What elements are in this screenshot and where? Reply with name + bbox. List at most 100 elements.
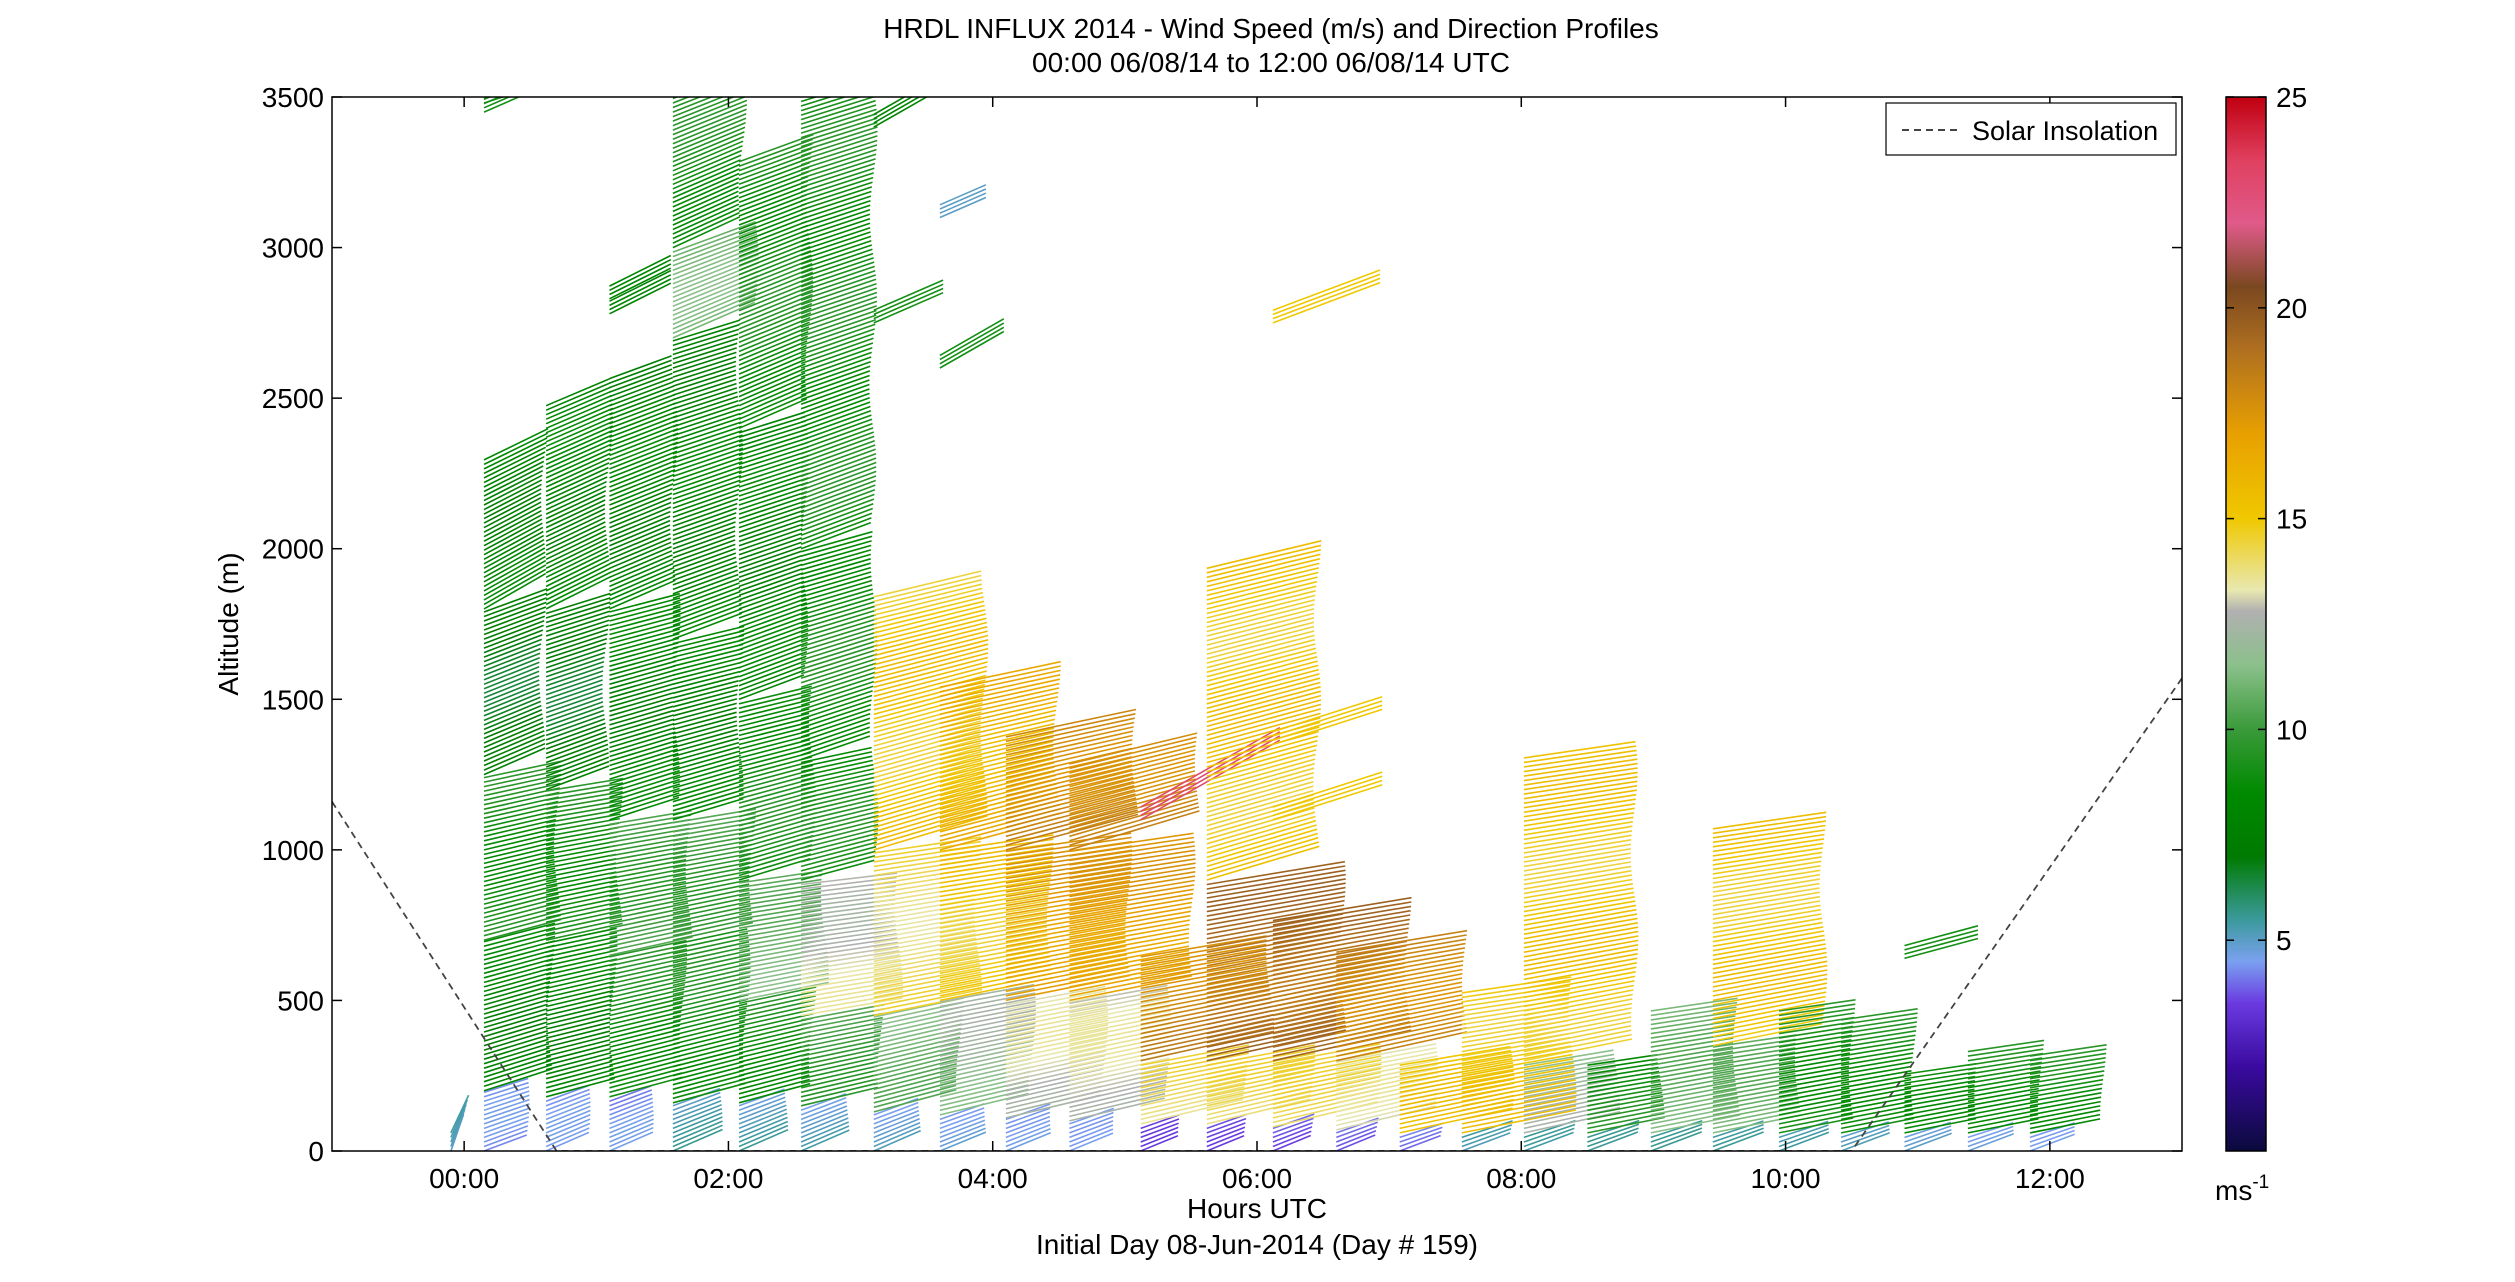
wind-barb	[1336, 1125, 1378, 1143]
wind-barb	[1712, 815, 1827, 835]
wind-barb	[1069, 1120, 1114, 1139]
wind-barb	[1005, 932, 1126, 957]
wind-barb	[483, 588, 548, 613]
wind-barb	[609, 1109, 654, 1130]
wind-barb	[873, 587, 983, 616]
wind-barb	[1523, 1061, 1616, 1080]
wind-barb	[1712, 1068, 1796, 1084]
wind-barb	[1523, 980, 1635, 1003]
wind-barb	[609, 914, 691, 934]
wind-barb	[1005, 1041, 1107, 1065]
wind-barb	[545, 394, 613, 425]
wind-barb	[800, 667, 876, 693]
wind-barb	[939, 851, 1054, 871]
wind-barb	[672, 342, 738, 365]
wind-barb	[1206, 690, 1322, 723]
wind-barb	[1904, 1113, 1976, 1130]
wind-barb	[545, 546, 609, 579]
wind-barb	[939, 709, 1057, 738]
wind-barb	[800, 1030, 882, 1048]
wind-barb	[483, 1063, 553, 1088]
wind-profiles	[450, 97, 2107, 1151]
wind-barb	[1005, 1054, 1106, 1078]
wind-barb	[738, 650, 808, 678]
wind-barb	[1069, 849, 1196, 871]
wind-barb	[1523, 861, 1632, 881]
wind-barb	[738, 781, 816, 804]
wind-barb	[873, 570, 982, 598]
wind-barb	[672, 733, 739, 753]
wind-barb	[1650, 1127, 1703, 1148]
wind-barb	[1650, 1093, 1738, 1112]
wind-barb	[483, 555, 546, 592]
wind-barb	[873, 950, 979, 972]
wind-barb	[672, 429, 743, 455]
wind-barb	[738, 432, 808, 457]
wind-barb	[939, 1040, 1034, 1062]
wind-barb	[738, 674, 805, 701]
wind-barb	[1650, 1067, 1735, 1084]
wind-barb	[800, 252, 874, 279]
wind-barb	[545, 760, 610, 786]
wind-barb	[738, 606, 808, 633]
wind-barb	[873, 1129, 922, 1151]
wind-barb	[1461, 1079, 1576, 1103]
wind-barb	[1069, 810, 1200, 851]
wind-barb	[738, 1120, 789, 1143]
wind-barb	[800, 755, 873, 773]
wind-barb	[738, 580, 805, 606]
wind-barb	[1272, 704, 1383, 741]
wind-barb	[609, 1033, 680, 1053]
wind-barb	[800, 112, 878, 139]
wind-barb	[545, 1025, 611, 1044]
wind-barb	[1523, 883, 1634, 904]
wind-barb	[1587, 1119, 1640, 1139]
wind-barb	[800, 1082, 878, 1103]
wind-barb	[483, 1051, 551, 1074]
wind-barb	[873, 283, 944, 316]
wind-barb	[800, 622, 878, 648]
wind-barb	[1272, 1063, 1382, 1088]
wind-barb	[1206, 1020, 1346, 1053]
wind-barb	[800, 967, 902, 985]
wind-barb	[1206, 686, 1321, 719]
wind-barb	[1967, 1079, 2040, 1094]
wind-barb	[939, 951, 1050, 975]
wind-barb	[1523, 745, 1637, 764]
wind-barb	[672, 374, 737, 396]
wind-barb	[873, 652, 989, 684]
wind-barb	[800, 1003, 885, 1021]
wind-barb	[800, 726, 870, 752]
wind-barb	[939, 731, 1054, 761]
wind-barb	[1005, 793, 1136, 829]
wind-barb	[545, 637, 608, 660]
wind-barb	[672, 984, 750, 1005]
wind-barb	[672, 975, 751, 996]
wind-barb	[2029, 1100, 2101, 1116]
wind-barb	[800, 383, 870, 410]
wind-barb	[483, 514, 543, 547]
wind-barb	[800, 162, 876, 189]
wind-barb	[800, 644, 878, 670]
wind-barb	[1140, 1098, 1244, 1125]
wind-barb	[873, 583, 983, 612]
wind-barb	[483, 505, 542, 538]
wind-barb	[609, 783, 681, 807]
wind-barb	[672, 1007, 747, 1027]
wind-barb	[609, 415, 678, 443]
wind-barb	[800, 278, 877, 306]
wind-barb	[545, 567, 611, 601]
wind-barb	[672, 548, 736, 573]
wind-barb	[609, 769, 680, 794]
wind-barb	[1840, 1030, 1917, 1044]
wind-barb	[873, 661, 988, 693]
wind-barb	[545, 936, 618, 953]
wind-barb	[939, 192, 987, 214]
wind-barb	[672, 577, 740, 604]
wind-barb	[738, 335, 809, 366]
wind-barb	[672, 639, 744, 658]
wind-barb	[483, 876, 557, 896]
wind-barb	[873, 946, 978, 967]
wind-barb	[939, 1013, 1036, 1035]
